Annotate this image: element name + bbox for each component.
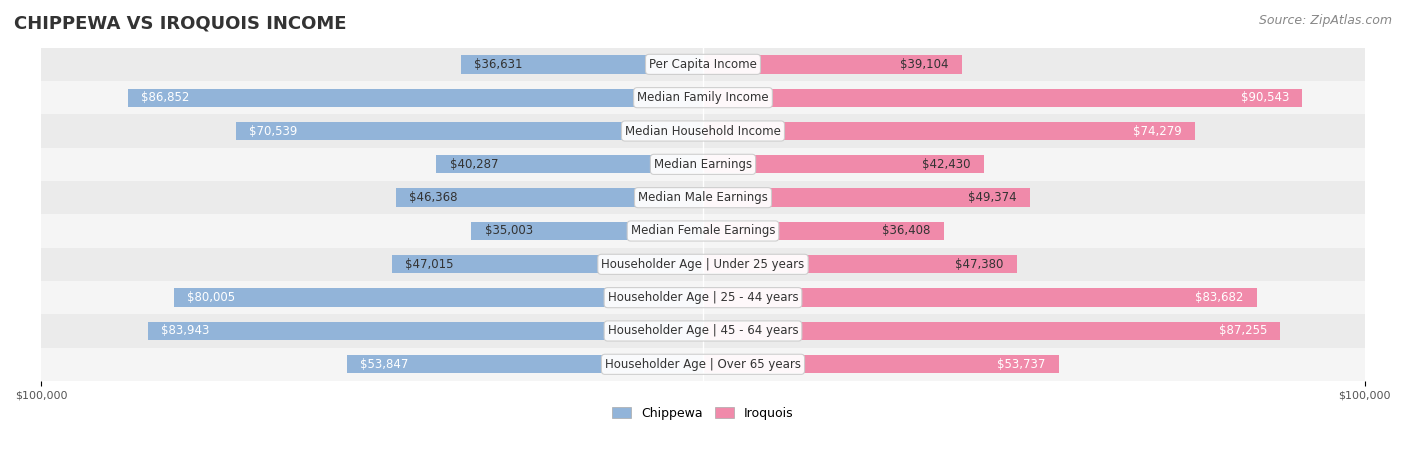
FancyBboxPatch shape	[128, 89, 703, 107]
Text: $42,430: $42,430	[922, 158, 970, 171]
FancyBboxPatch shape	[392, 255, 703, 274]
FancyBboxPatch shape	[41, 347, 1365, 381]
Text: Median Female Earnings: Median Female Earnings	[631, 225, 775, 238]
FancyBboxPatch shape	[41, 248, 1365, 281]
Text: Householder Age | 25 - 44 years: Householder Age | 25 - 44 years	[607, 291, 799, 304]
Legend: Chippewa, Iroquois: Chippewa, Iroquois	[607, 402, 799, 425]
Text: $35,003: $35,003	[485, 225, 533, 238]
Text: $80,005: $80,005	[187, 291, 235, 304]
FancyBboxPatch shape	[396, 189, 703, 207]
Text: $46,368: $46,368	[409, 191, 458, 204]
Text: Householder Age | Over 65 years: Householder Age | Over 65 years	[605, 358, 801, 371]
Text: $36,408: $36,408	[883, 225, 931, 238]
FancyBboxPatch shape	[703, 255, 1017, 274]
Text: $53,737: $53,737	[997, 358, 1046, 371]
FancyBboxPatch shape	[703, 289, 1257, 307]
Text: $39,104: $39,104	[900, 58, 949, 71]
Text: $36,631: $36,631	[474, 58, 523, 71]
FancyBboxPatch shape	[41, 148, 1365, 181]
Text: $47,015: $47,015	[405, 258, 454, 271]
FancyBboxPatch shape	[703, 155, 984, 174]
Text: Median Family Income: Median Family Income	[637, 91, 769, 104]
FancyBboxPatch shape	[41, 114, 1365, 148]
FancyBboxPatch shape	[703, 89, 1302, 107]
Text: $83,943: $83,943	[160, 325, 209, 338]
FancyBboxPatch shape	[436, 155, 703, 174]
Text: CHIPPEWA VS IROQUOIS INCOME: CHIPPEWA VS IROQUOIS INCOME	[14, 14, 346, 32]
Text: Median Male Earnings: Median Male Earnings	[638, 191, 768, 204]
Text: $49,374: $49,374	[967, 191, 1017, 204]
Text: $90,543: $90,543	[1240, 91, 1289, 104]
FancyBboxPatch shape	[41, 48, 1365, 81]
FancyBboxPatch shape	[173, 289, 703, 307]
FancyBboxPatch shape	[41, 181, 1365, 214]
Text: $70,539: $70,539	[249, 125, 298, 137]
Text: Median Earnings: Median Earnings	[654, 158, 752, 171]
FancyBboxPatch shape	[471, 222, 703, 240]
FancyBboxPatch shape	[703, 55, 962, 73]
FancyBboxPatch shape	[41, 314, 1365, 347]
Text: $40,287: $40,287	[450, 158, 498, 171]
FancyBboxPatch shape	[236, 122, 703, 140]
FancyBboxPatch shape	[703, 122, 1195, 140]
Text: Source: ZipAtlas.com: Source: ZipAtlas.com	[1258, 14, 1392, 27]
Text: $74,279: $74,279	[1133, 125, 1181, 137]
Text: $83,682: $83,682	[1195, 291, 1243, 304]
Text: Householder Age | Under 25 years: Householder Age | Under 25 years	[602, 258, 804, 271]
FancyBboxPatch shape	[703, 222, 943, 240]
FancyBboxPatch shape	[41, 281, 1365, 314]
Text: Per Capita Income: Per Capita Income	[650, 58, 756, 71]
Text: $86,852: $86,852	[142, 91, 190, 104]
FancyBboxPatch shape	[703, 322, 1281, 340]
Text: $53,847: $53,847	[360, 358, 408, 371]
FancyBboxPatch shape	[41, 214, 1365, 248]
Text: $47,380: $47,380	[955, 258, 1004, 271]
FancyBboxPatch shape	[703, 189, 1029, 207]
FancyBboxPatch shape	[461, 55, 703, 73]
FancyBboxPatch shape	[41, 81, 1365, 114]
FancyBboxPatch shape	[703, 355, 1059, 374]
Text: Householder Age | 45 - 64 years: Householder Age | 45 - 64 years	[607, 325, 799, 338]
FancyBboxPatch shape	[347, 355, 703, 374]
FancyBboxPatch shape	[148, 322, 703, 340]
Text: $87,255: $87,255	[1219, 325, 1267, 338]
Text: Median Household Income: Median Household Income	[626, 125, 780, 137]
